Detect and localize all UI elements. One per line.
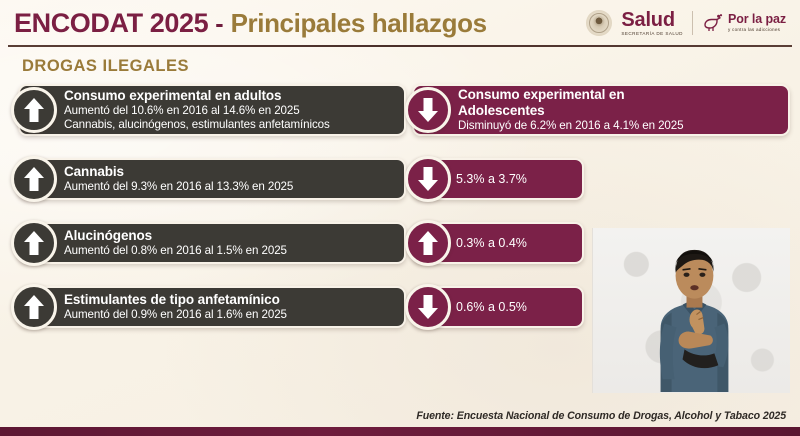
stat-card-body: Alucinógenos Aumentó del 0.8% en 2016 al… bbox=[20, 221, 404, 265]
title-subtitle: Principales hallazgos bbox=[230, 7, 487, 38]
stat-badge-value: 0.6% a 0.5% bbox=[456, 299, 527, 314]
stat-card-title: Alucinógenos bbox=[64, 228, 153, 244]
arrow-down-icon bbox=[405, 87, 451, 133]
spacer bbox=[412, 264, 790, 286]
arrow-up-icon bbox=[11, 220, 57, 266]
section-title: DROGAS ILEGALES bbox=[22, 57, 190, 75]
page-title: ENCODAT 2025 - Principales hallazgos bbox=[14, 7, 487, 38]
stat-card-consumo-experimental-adolescentes[interactable]: Consumo experimental en Adolescentes Dis… bbox=[405, 84, 790, 136]
salud-sublabel: Secretaría de Salud bbox=[621, 30, 683, 36]
spacer bbox=[18, 136, 406, 158]
por-la-paz-text: Por la paz y contra las adicciones bbox=[728, 13, 786, 32]
stat-card-consumo-experimental-adultos[interactable]: Consumo experimental en adultos Aumentó … bbox=[11, 81, 406, 139]
por-la-paz-logo: Por la paz y contra las adicciones bbox=[702, 12, 786, 34]
spacer bbox=[18, 264, 406, 286]
stat-badge-value: 5.3% a 3.7% bbox=[456, 171, 527, 186]
paz-wordmark: Por la paz bbox=[727, 12, 786, 27]
arrow-down-icon bbox=[405, 284, 451, 330]
stat-card-title: Consumo experimental en adultos bbox=[64, 88, 282, 104]
header: ENCODAT 2025 - Principales hallazgos Sal… bbox=[0, 0, 800, 46]
stat-badge-value: 0.3% a 0.4% bbox=[456, 235, 527, 250]
stat-card-line-1: Aumentó del 0.8% en 2016 al 1.5% en 2025 bbox=[64, 243, 287, 257]
stat-card-title: Cannabis bbox=[64, 164, 124, 180]
stat-card-body: Consumo experimental en adultos Aumentó … bbox=[20, 81, 404, 139]
arrow-up-icon bbox=[11, 284, 57, 330]
logo-divider bbox=[691, 11, 693, 35]
stat-card-alucinogenos[interactable]: Alucinógenos Aumentó del 0.8% en 2016 al… bbox=[11, 220, 406, 266]
mexican-eagle-seal-icon bbox=[586, 10, 613, 36]
stat-badge-cannabis-adolescentes[interactable]: 5.3% a 3.7% bbox=[405, 156, 584, 202]
stat-card-body: Cannabis Aumentó del 9.3% en 2016 al 13.… bbox=[20, 157, 404, 201]
stat-card-line-1: Disminuyó de 6.2% en 2016 a 4.1% en 2025 bbox=[458, 118, 684, 132]
stat-card-line-2: Cannabis, alucinógenos, estimulantes anf… bbox=[64, 117, 330, 131]
source-note: Fuente: Encuesta Nacional de Consumo de … bbox=[416, 410, 786, 422]
stat-card-title: Estimulantes de tipo anfetamínico bbox=[64, 292, 280, 308]
arrow-down-icon bbox=[405, 156, 451, 202]
left-column: Consumo experimental en adultos Aumentó … bbox=[11, 81, 406, 330]
salud-logo: Salud Secretaría de Salud bbox=[621, 10, 683, 37]
stat-card-body: Consumo experimental en Adolescentes Dis… bbox=[414, 80, 788, 139]
spacer bbox=[412, 200, 790, 222]
stat-badge-estimulantes-adolescentes[interactable]: 0.6% a 0.5% bbox=[405, 284, 584, 330]
stat-card-line-1: Aumentó del 0.9% en 2016 al 1.6% en 2025 bbox=[64, 307, 287, 321]
footer-bar bbox=[0, 427, 800, 436]
stat-card-cannabis[interactable]: Cannabis Aumentó del 9.3% en 2016 al 13.… bbox=[11, 156, 406, 202]
title-main: ENCODAT 2025 bbox=[14, 7, 209, 38]
title-dash: - bbox=[215, 9, 224, 38]
spacer bbox=[18, 200, 406, 222]
header-divider bbox=[8, 45, 792, 47]
stat-card-title-line-2: Adolescentes bbox=[458, 102, 545, 118]
stat-card-line-1: Aumentó del 10.6% en 2016 al 14.6% en 20… bbox=[64, 103, 300, 117]
dove-icon bbox=[702, 12, 724, 34]
stat-badge-alucinogenos-adolescentes[interactable]: 0.3% a 0.4% bbox=[405, 220, 584, 266]
arrow-up-icon bbox=[405, 220, 451, 266]
stat-card-body: Estimulantes de tipo anfetamínico Aument… bbox=[20, 285, 404, 329]
right-column: Consumo experimental en Adolescentes Dis… bbox=[405, 84, 790, 330]
stat-card-line-1: Aumentó del 9.3% en 2016 al 13.3% en 202… bbox=[64, 179, 294, 193]
stat-card-title-line-1: Consumo experimental en bbox=[458, 87, 625, 103]
arrow-up-icon bbox=[11, 156, 57, 202]
salud-wordmark: Salud bbox=[621, 8, 675, 31]
arrow-up-icon bbox=[11, 87, 57, 133]
stat-card-estimulantes-anfetaminico[interactable]: Estimulantes de tipo anfetamínico Aument… bbox=[11, 284, 406, 330]
logo-group: Salud Secretaría de Salud Por la paz y c… bbox=[586, 10, 790, 37]
paz-sublabel: y contra las adicciones bbox=[727, 26, 781, 32]
